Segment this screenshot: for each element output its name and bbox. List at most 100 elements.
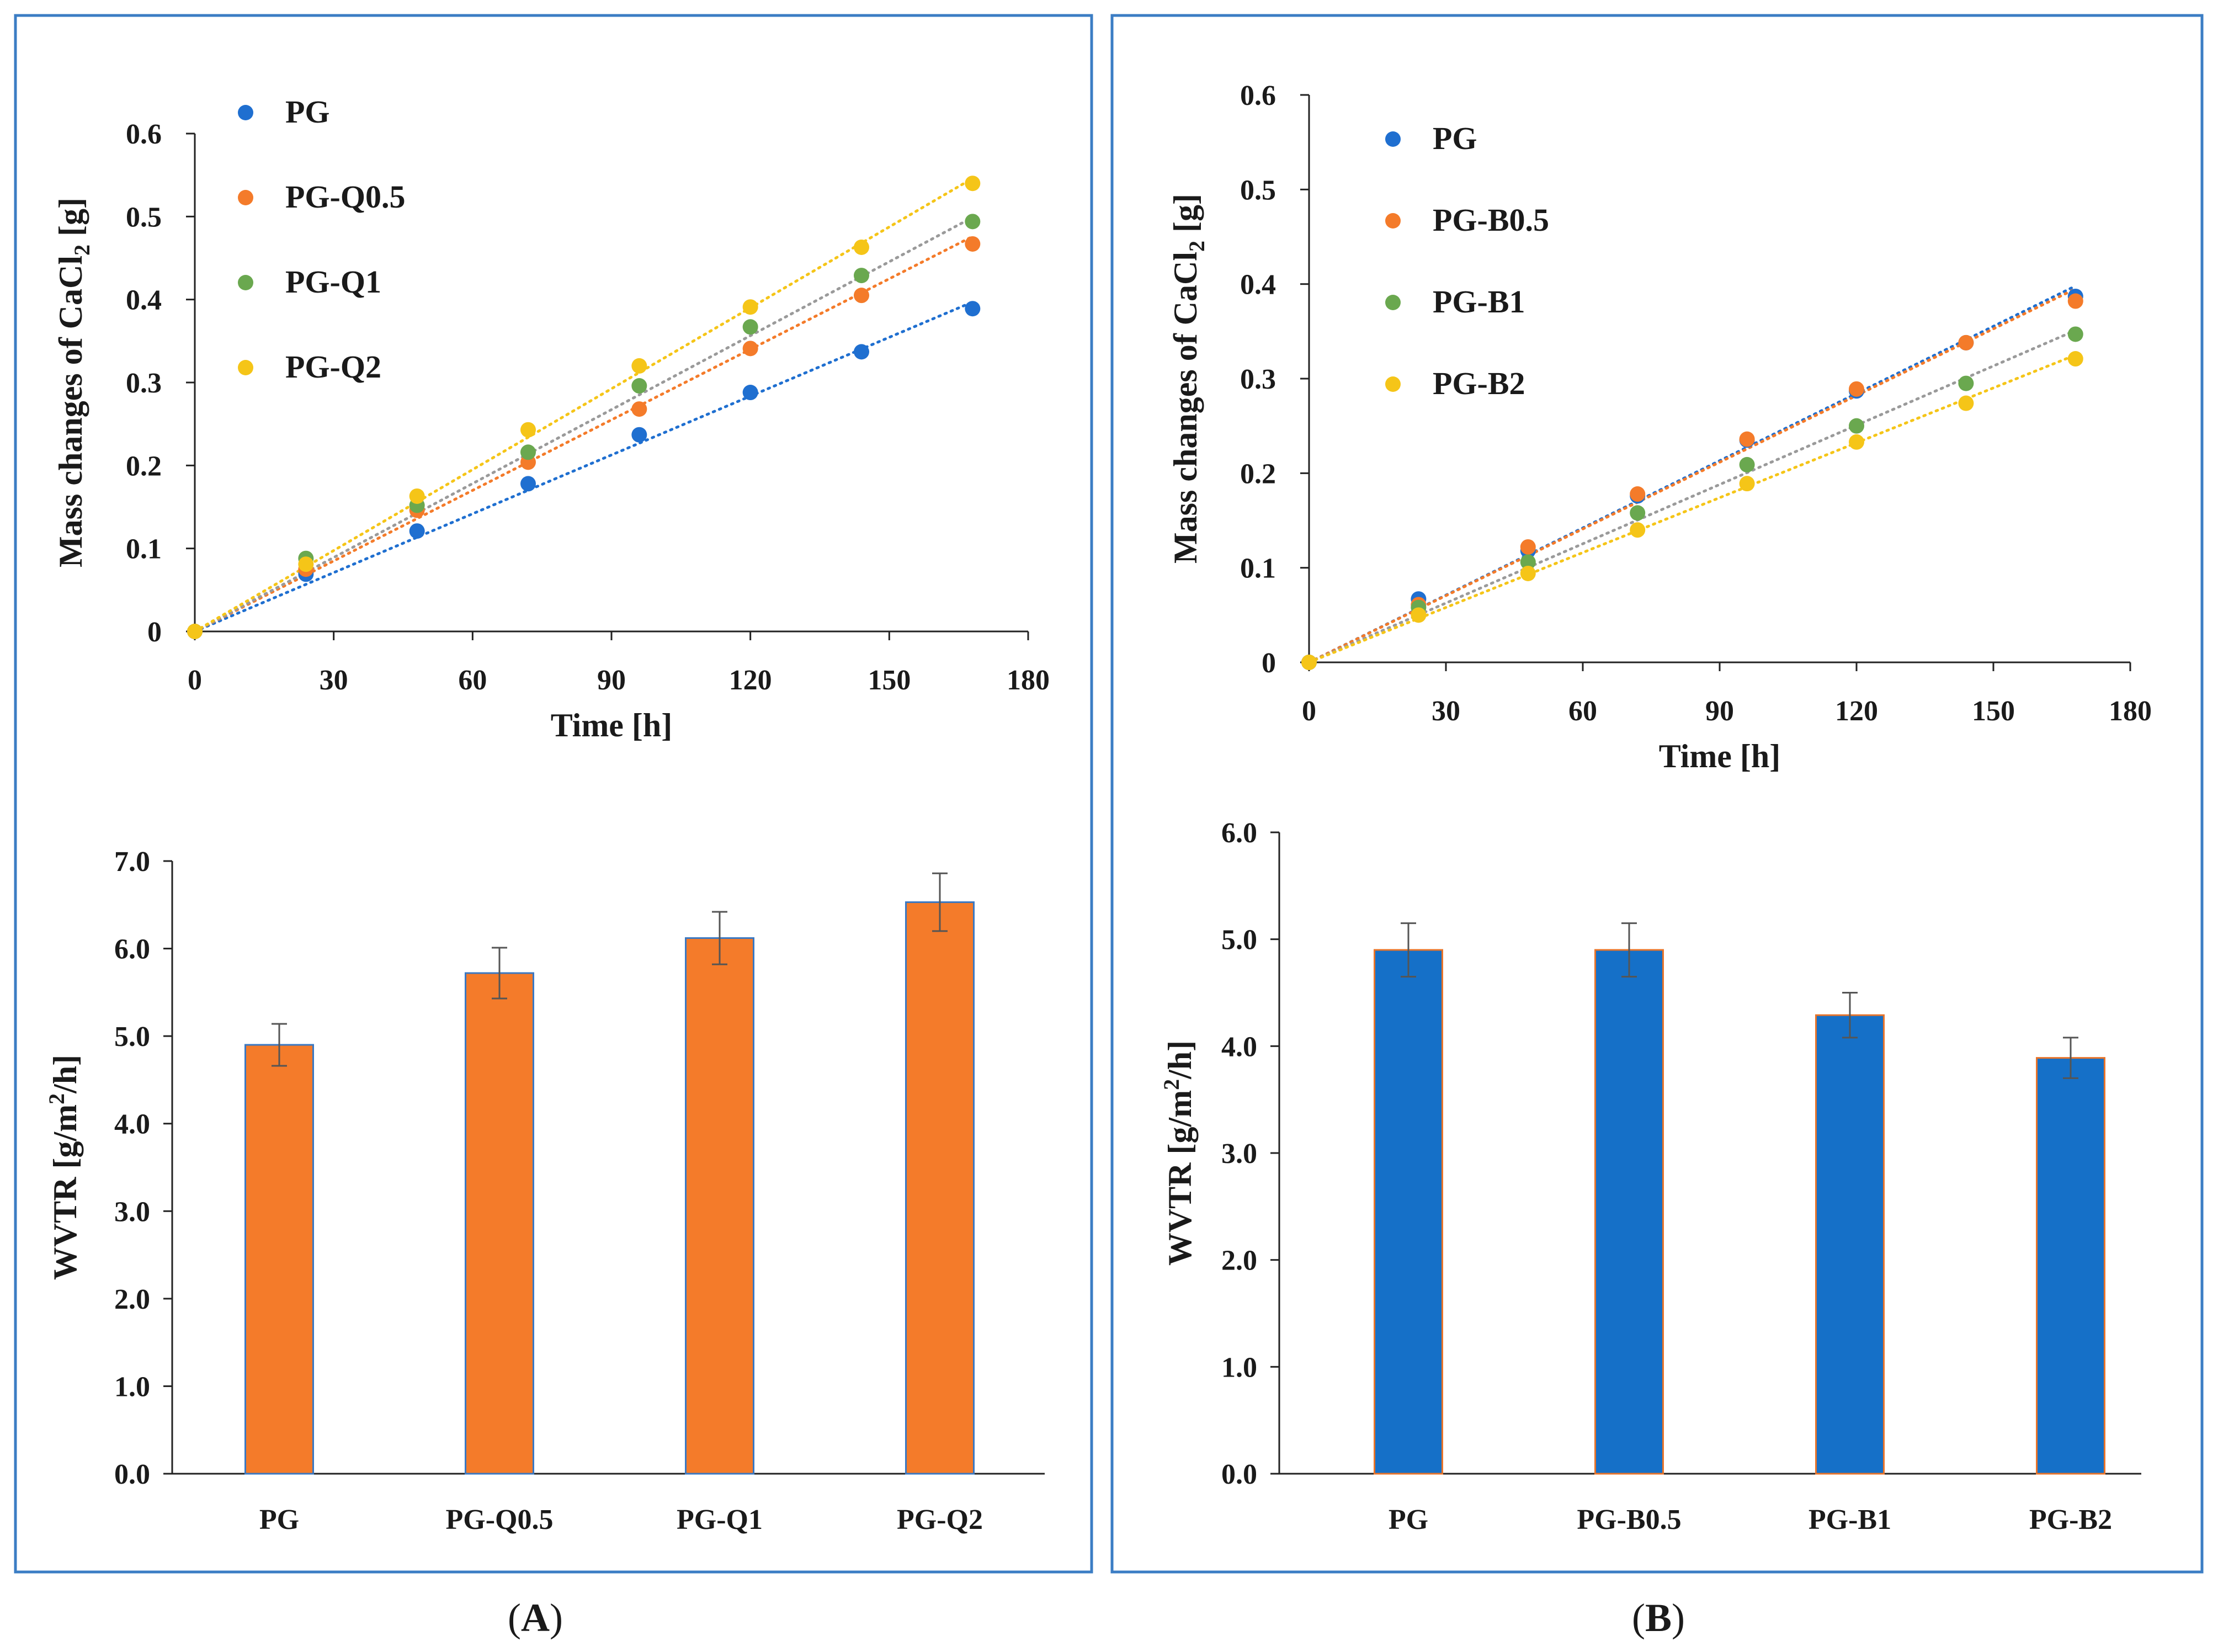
b-bar-bar-pg-b1 xyxy=(1815,1014,1885,1475)
b-line-legend-label-pg-b2: PG-B2 xyxy=(1433,365,1525,401)
b-line-point-pg-b2 xyxy=(1739,476,1755,492)
a-bar-bar-pg-q2 xyxy=(905,901,975,1475)
b-line-point-pg-b1 xyxy=(1958,375,1974,391)
a-bar-y-axis-title-script: 2 xyxy=(44,1093,69,1104)
panel-b-mass-change-chart: 0 30 60 90 120 150 180 0 0.1 0.2 0.3 0.4 0.5 0.6 Time … xyxy=(1167,80,2152,774)
a-line-point-pg-q2 xyxy=(409,488,425,504)
a-line-x-axis-title: Time [h] xyxy=(551,707,673,743)
b-line-point-pg-b2 xyxy=(1520,565,1536,581)
b-line-x-tick-label: 90 xyxy=(1705,695,1734,727)
b-line-point-pg-b1 xyxy=(2067,326,2083,342)
b-line-y-tick-label: 0.3 xyxy=(1240,364,1276,395)
a-line-legend-marker-pg-q2 xyxy=(238,360,253,375)
b-line-point-pg-b0.5 xyxy=(1958,334,1974,350)
a-line-legend-marker-pg xyxy=(238,105,253,120)
b-line-trendline-pg-b2 xyxy=(1307,353,2077,664)
a-line-point-pg xyxy=(409,523,425,539)
a-line-point-pg-q1 xyxy=(631,378,647,394)
b-line-legend-marker-pg xyxy=(1385,131,1401,147)
b-bar-y-tick-label: 0.0 xyxy=(1221,1459,1257,1490)
a-line-point-pg-q1 xyxy=(854,268,869,284)
b-bar-y-tick-label: 4.0 xyxy=(1221,1031,1257,1063)
a-bar-bar-pg-q1 xyxy=(685,937,754,1475)
a-line-legend-label-pg: PG xyxy=(285,94,330,130)
b-line-legend-label-pg-b1: PG-B1 xyxy=(1433,284,1525,320)
a-line-trendline-pg-q1 xyxy=(193,216,974,633)
a-line-y-tick-label: 0.2 xyxy=(126,450,162,482)
a-line-legend-label-pg-q0.5: PG-Q0.5 xyxy=(285,179,405,215)
a-bar-y-tick-label: 7.0 xyxy=(114,846,150,878)
a-line-x-tick-label: 60 xyxy=(458,665,487,696)
a-line-legend-marker-pg-q1 xyxy=(238,275,253,290)
b-line-y-tick-label: 0.4 xyxy=(1240,269,1276,301)
a-bar-y-tick-label: 0.0 xyxy=(114,1459,150,1490)
a-line-trendline-pg-q2 xyxy=(193,177,974,633)
b-bar-category-label-pg-b0.5: PG-B0.5 xyxy=(1577,1504,1681,1536)
b-line-y-tick-label: 0.6 xyxy=(1240,80,1276,111)
a-bar-y-tick-label: 4.0 xyxy=(114,1109,150,1140)
a-line-x-tick-label: 180 xyxy=(1007,665,1050,696)
b-line-legend-marker-pg-b0.5 xyxy=(1385,213,1401,229)
b-line-point-pg-b2 xyxy=(1849,434,1864,450)
a-bar-y-tick-label: 2.0 xyxy=(114,1284,150,1315)
b-line-point-pg-b2 xyxy=(1301,655,1317,670)
b-line-legend-label-pg: PG xyxy=(1433,120,1477,156)
a-bar-y-axis-title-tail: /h] xyxy=(47,1055,83,1094)
b-line-point-pg-b0.5 xyxy=(2067,293,2083,309)
a-line-x-tick-label: 90 xyxy=(597,665,626,696)
a-line-legend-marker-pg-q0.5 xyxy=(238,190,253,205)
b-bar-category-label-pg-b1: PG-B1 xyxy=(1809,1504,1891,1536)
panel-a-label: (A) xyxy=(508,1596,563,1640)
a-bar-y-tick-label: 5.0 xyxy=(114,1021,150,1053)
panel-b-label: (B) xyxy=(1632,1596,1685,1640)
panel-b-frame xyxy=(1110,14,2204,1574)
panel-b-wvtr-bar-chart: 0.0 1.0 2.0 3.0 4.0 5.0 6.0 WVTR [g/m2/h] PG PG-B… xyxy=(1159,817,2141,1536)
b-bar-y-tick-label: 1.0 xyxy=(1221,1352,1257,1383)
b-line-point-pg-b1 xyxy=(1630,505,1646,521)
b-bar-category-label-pg-b2: PG-B2 xyxy=(2029,1504,2112,1536)
a-line-point-pg-q1 xyxy=(965,214,981,230)
panel-a-mass-change-chart: 0 30 60 90 120 150 180 0 0.1 0.2 0.3 0.4 0.5 0.6 Time … xyxy=(52,94,1050,743)
a-line-point-pg-q2 xyxy=(854,239,869,255)
a-bar-bar-pg xyxy=(244,1044,314,1475)
a-line-point-pg xyxy=(742,385,758,401)
b-bar-bar-pg-b2 xyxy=(2036,1057,2105,1475)
b-line-y-axis-title-main: Mass changes of CaCl xyxy=(1167,252,1204,564)
b-line-trendline-pg-b1 xyxy=(1307,329,2077,664)
b-bar-bar-pg-b0.5 xyxy=(1594,949,1664,1475)
b-bar-y-tick-label: 5.0 xyxy=(1221,925,1257,956)
a-bar-category-label-pg-q2: PG-Q2 xyxy=(897,1504,983,1536)
b-line-y-tick-label: 0.5 xyxy=(1240,174,1276,206)
b-bar-y-tick-label: 2.0 xyxy=(1221,1245,1257,1277)
b-line-x-tick-label: 120 xyxy=(1835,695,1878,727)
b-line-x-tick-label: 180 xyxy=(2109,695,2152,727)
a-bar-y-tick-label: 1.0 xyxy=(114,1371,150,1403)
a-line-x-tick-label: 0 xyxy=(188,665,202,696)
a-line-trendline-pg-q0.5 xyxy=(193,235,974,633)
a-line-point-pg xyxy=(854,344,869,360)
b-line-trendline-pg-b0.5 xyxy=(1307,287,2077,664)
b-line-trendline-pg xyxy=(1307,284,2077,664)
b-line-point-pg-b2 xyxy=(1411,607,1427,623)
b-line-point-pg-b0.5 xyxy=(1630,486,1646,502)
panel-a-frame xyxy=(14,14,1093,1574)
a-bar-y-tick-label: 3.0 xyxy=(114,1196,150,1228)
a-line-trendline-pg xyxy=(193,300,974,633)
b-line-y-axis-title: Mass changes of CaCl2 [g] xyxy=(1167,194,1209,564)
b-line-point-pg-b2 xyxy=(1958,395,1974,411)
a-line-point-pg-q0.5 xyxy=(854,288,869,304)
a-bar-category-label-pg: PG xyxy=(259,1504,299,1536)
a-bar-category-label-pg-q1: PG-Q1 xyxy=(677,1504,763,1536)
a-line-point-pg xyxy=(520,476,536,492)
a-line-point-pg-q1 xyxy=(742,319,758,335)
a-line-x-tick-label: 150 xyxy=(868,665,911,696)
b-bar-bar-pg xyxy=(1374,949,1443,1475)
a-bar-y-axis-title-main: WVTR [g/m xyxy=(47,1104,83,1280)
a-line-y-axis-title-tail: [g] xyxy=(52,198,89,245)
a-line-point-pg xyxy=(965,301,981,317)
b-bar-y-axis-title-main: WVTR [g/m xyxy=(1162,1090,1198,1266)
b-line-x-tick-label: 60 xyxy=(1568,695,1597,727)
a-line-y-axis-title-main: Mass changes of CaCl xyxy=(52,256,89,567)
b-line-point-pg-b1 xyxy=(1849,418,1864,434)
